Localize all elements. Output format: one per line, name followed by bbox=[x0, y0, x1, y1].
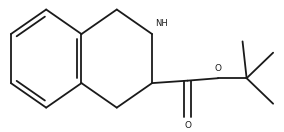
Text: O: O bbox=[215, 64, 222, 73]
Text: O: O bbox=[184, 121, 191, 130]
Text: NH: NH bbox=[155, 19, 168, 28]
